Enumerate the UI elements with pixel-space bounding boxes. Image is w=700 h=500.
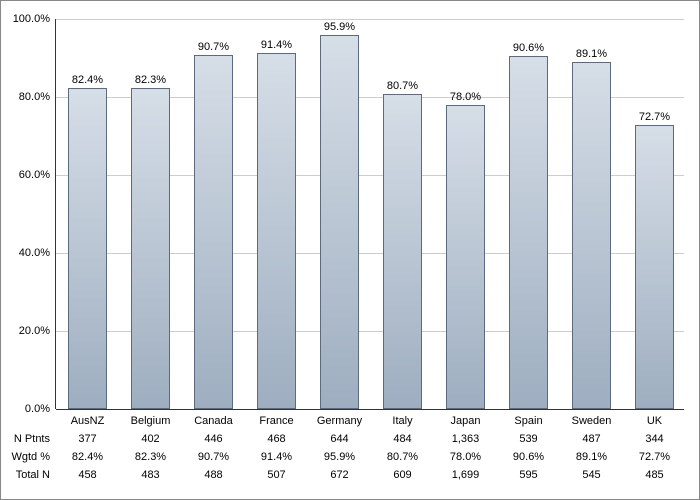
- table-cell: 1,699: [452, 469, 480, 481]
- bar-value-label: 95.9%: [324, 21, 355, 36]
- table-cell: 485: [645, 469, 663, 481]
- bar-slot: 90.7%: [182, 19, 245, 409]
- y-tick-label: 20.0%: [19, 325, 56, 337]
- bar-value-label: 90.6%: [513, 42, 544, 57]
- bar: 95.9%: [320, 35, 359, 409]
- y-tick-label: 40.0%: [19, 247, 56, 259]
- bar-value-label: 80.7%: [387, 80, 418, 95]
- bar-value-label: 89.1%: [576, 48, 607, 63]
- category-label: Italy: [392, 415, 412, 427]
- category-label: Spain: [514, 415, 542, 427]
- table-cell: 91.4%: [261, 451, 292, 463]
- bar: 80.7%: [383, 94, 422, 409]
- table-cell: 402: [141, 433, 159, 445]
- table-cell: 507: [267, 469, 285, 481]
- y-tick-label: 80.0%: [19, 91, 56, 103]
- table-cell: 72.7%: [639, 451, 670, 463]
- table-cell: 82.4%: [72, 451, 103, 463]
- bar: 72.7%: [635, 125, 674, 409]
- bar-slot: 78.0%: [434, 19, 497, 409]
- bar-slot: 82.3%: [119, 19, 182, 409]
- bar-slot: 80.7%: [371, 19, 434, 409]
- bar: 82.3%: [131, 88, 170, 409]
- table-cell: 539: [519, 433, 537, 445]
- table-cell: 89.1%: [576, 451, 607, 463]
- bar: 90.7%: [194, 55, 233, 409]
- table-cell: 468: [267, 433, 285, 445]
- table-cell: 78.0%: [450, 451, 481, 463]
- bar-slot: 95.9%: [308, 19, 371, 409]
- bar-value-label: 82.3%: [135, 74, 166, 89]
- bar-value-label: 82.4%: [72, 74, 103, 89]
- y-tick-label: 0.0%: [25, 403, 56, 415]
- bar: 90.6%: [509, 56, 548, 409]
- bar-value-label: 91.4%: [261, 39, 292, 54]
- table-cell: 344: [645, 433, 663, 445]
- bar: 89.1%: [572, 62, 611, 409]
- table-cell: 483: [141, 469, 159, 481]
- bar: 91.4%: [257, 53, 296, 409]
- category-label: France: [259, 415, 293, 427]
- table-cell: 488: [204, 469, 222, 481]
- bar-value-label: 90.7%: [198, 41, 229, 56]
- bar-value-label: 78.0%: [450, 91, 481, 106]
- table-row-header: N Ptnts: [14, 433, 56, 445]
- table-row-header: Wgtd %: [11, 451, 56, 463]
- category-label: Sweden: [572, 415, 612, 427]
- table-cell: 458: [78, 469, 96, 481]
- table-cell: 80.7%: [387, 451, 418, 463]
- table-row-header: Total N: [16, 469, 56, 481]
- x-axis-line: [56, 409, 684, 410]
- plot-area: 0.0%20.0%40.0%60.0%80.0%100.0%82.4%82.3%…: [56, 19, 684, 409]
- table-cell: 545: [582, 469, 600, 481]
- data-table: AusNZ Belgium Canada France Germany Italy Japa…: [56, 411, 684, 491]
- category-label: Japan: [451, 415, 481, 427]
- table-cell: 90.7%: [198, 451, 229, 463]
- table-cell: 484: [393, 433, 411, 445]
- bar-slot: 91.4%: [245, 19, 308, 409]
- table-cell: 644: [330, 433, 348, 445]
- table-cell: 595: [519, 469, 537, 481]
- bar-slot: 72.7%: [623, 19, 686, 409]
- bar-value-label: 72.7%: [639, 111, 670, 126]
- table-cell: 672: [330, 469, 348, 481]
- chart-container: 0.0% 20.0% 40.0% 60.0% 80.0% 100.0% 82.4% 82.3%…: [0, 0, 700, 500]
- table-cell: 487: [582, 433, 600, 445]
- category-label: Canada: [194, 415, 233, 427]
- table-cell: 90.6%: [513, 451, 544, 463]
- category-label: AusNZ: [71, 415, 105, 427]
- bar-slot: 89.1%: [560, 19, 623, 409]
- table-cell: 82.3%: [135, 451, 166, 463]
- bar: 82.4%: [68, 88, 107, 409]
- table-cell: 609: [393, 469, 411, 481]
- table-cell: 95.9%: [324, 451, 355, 463]
- category-label: Belgium: [131, 415, 171, 427]
- bar: 78.0%: [446, 105, 485, 409]
- table-cell: 377: [78, 433, 96, 445]
- table-cell: 446: [204, 433, 222, 445]
- bar-slot: 90.6%: [497, 19, 560, 409]
- y-tick-label: 60.0%: [19, 169, 56, 181]
- y-tick-label: 100.0%: [13, 13, 56, 25]
- category-label: UK: [647, 415, 662, 427]
- bar-slot: 82.4%: [56, 19, 119, 409]
- table-cell: 1,363: [452, 433, 480, 445]
- category-label: Germany: [317, 415, 362, 427]
